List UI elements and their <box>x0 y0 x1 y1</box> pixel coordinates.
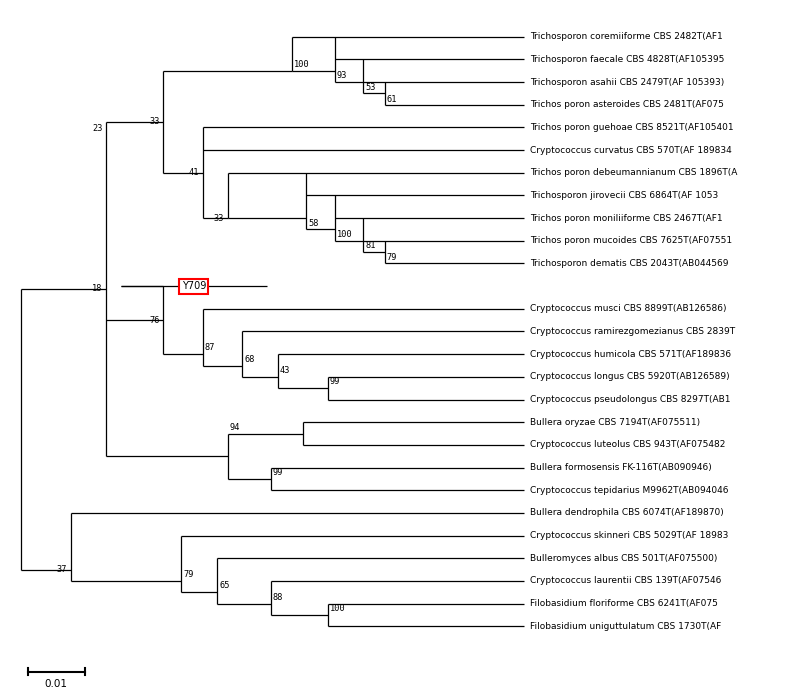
Text: Bullera formosensis FK-116T(AB090946): Bullera formosensis FK-116T(AB090946) <box>530 463 711 472</box>
Text: 93: 93 <box>337 71 348 80</box>
Text: 100: 100 <box>337 230 352 239</box>
Text: Bullera dendrophila CBS 6074T(AF189870): Bullera dendrophila CBS 6074T(AF189870) <box>530 508 724 517</box>
Text: 43: 43 <box>279 366 290 375</box>
Text: 76: 76 <box>149 316 160 325</box>
Text: 99: 99 <box>330 377 341 386</box>
Text: 88: 88 <box>272 592 283 602</box>
Text: 33: 33 <box>149 117 160 126</box>
Text: Trichosporon coremiiforme CBS 2482T(AF1: Trichosporon coremiiforme CBS 2482T(AF1 <box>530 32 722 41</box>
Text: 100: 100 <box>294 60 310 69</box>
Text: Trichosporon jirovecii CBS 6864T(AF 1053: Trichosporon jirovecii CBS 6864T(AF 1053 <box>530 191 718 200</box>
Text: 41: 41 <box>188 168 199 177</box>
Text: 100: 100 <box>330 604 345 613</box>
Text: Cryptococcus skinneri CBS 5029T(AF 18983: Cryptococcus skinneri CBS 5029T(AF 18983 <box>530 531 728 540</box>
Text: Trichosporon dematis CBS 2043T(AB044569: Trichosporon dematis CBS 2043T(AB044569 <box>530 259 728 268</box>
Text: Cryptococcus laurentii CBS 139T(AF07546: Cryptococcus laurentii CBS 139T(AF07546 <box>530 576 721 585</box>
Text: Trichos poron asteroides CBS 2481T(AF075: Trichos poron asteroides CBS 2481T(AF075 <box>530 100 724 109</box>
Text: 23: 23 <box>93 124 103 133</box>
Text: Cryptococcus humicola CBS 571T(AF189836: Cryptococcus humicola CBS 571T(AF189836 <box>530 350 731 359</box>
Text: Bullera oryzae CBS 7194T(AF075511): Bullera oryzae CBS 7194T(AF075511) <box>530 418 700 427</box>
Text: Cryptococcus longus CBS 5920T(AB126589): Cryptococcus longus CBS 5920T(AB126589) <box>530 372 729 381</box>
Text: 61: 61 <box>387 95 397 104</box>
Text: 0.01: 0.01 <box>45 680 68 689</box>
Text: 94: 94 <box>230 422 240 431</box>
Text: 65: 65 <box>219 581 230 590</box>
Text: Filobasidium uniguttulatum CBS 1730T(AF: Filobasidium uniguttulatum CBS 1730T(AF <box>530 622 721 631</box>
Text: Bulleromyces albus CBS 501T(AF075500): Bulleromyces albus CBS 501T(AF075500) <box>530 553 717 562</box>
Text: Trichos poron guehoae CBS 8521T(AF105401: Trichos poron guehoae CBS 8521T(AF105401 <box>530 123 733 132</box>
Text: 87: 87 <box>205 344 215 353</box>
Text: Trichosporon faecale CBS 4828T(AF105395: Trichosporon faecale CBS 4828T(AF105395 <box>530 55 724 64</box>
Text: Cryptococcus luteolus CBS 943T(AF075482: Cryptococcus luteolus CBS 943T(AF075482 <box>530 441 725 450</box>
Text: Trichosporon asahii CBS 2479T(AF 105393): Trichosporon asahii CBS 2479T(AF 105393) <box>530 77 724 86</box>
Text: 81: 81 <box>366 241 376 250</box>
Text: Cryptococcus pseudolongus CBS 8297T(AB1: Cryptococcus pseudolongus CBS 8297T(AB1 <box>530 395 730 404</box>
Text: 53: 53 <box>366 83 376 91</box>
Text: Cryptococcus ramirezgomezianus CBS 2839T: Cryptococcus ramirezgomezianus CBS 2839T <box>530 327 735 336</box>
Text: 79: 79 <box>387 253 397 262</box>
Text: Y709: Y709 <box>181 281 206 291</box>
Text: Cryptococcus musci CBS 8899T(AB126586): Cryptococcus musci CBS 8899T(AB126586) <box>530 305 726 314</box>
Text: Trichos poron moniliiforme CBS 2467T(AF1: Trichos poron moniliiforme CBS 2467T(AF1 <box>530 214 722 222</box>
Text: Filobasidium floriforme CBS 6241T(AF075: Filobasidium floriforme CBS 6241T(AF075 <box>530 599 717 608</box>
Text: Cryptococcus tepidarius M9962T(AB094046: Cryptococcus tepidarius M9962T(AB094046 <box>530 486 728 495</box>
Text: 68: 68 <box>244 355 254 364</box>
Text: Cryptococcus curvatus CBS 570T(AF 189834: Cryptococcus curvatus CBS 570T(AF 189834 <box>530 146 732 155</box>
Text: 99: 99 <box>272 468 283 477</box>
Text: 58: 58 <box>309 219 319 228</box>
Text: 18: 18 <box>93 284 103 293</box>
Text: 33: 33 <box>214 214 225 222</box>
Text: Trichos poron mucoides CBS 7625T(AF07551: Trichos poron mucoides CBS 7625T(AF07551 <box>530 236 732 245</box>
Text: 79: 79 <box>184 570 194 579</box>
Text: Trichos poron debeumannianum CBS 1896T(A: Trichos poron debeumannianum CBS 1896T(A <box>530 168 737 177</box>
Text: 37: 37 <box>57 565 67 574</box>
